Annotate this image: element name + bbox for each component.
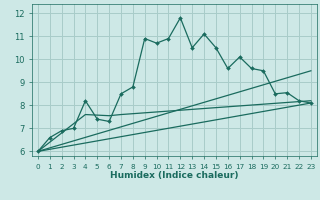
X-axis label: Humidex (Indice chaleur): Humidex (Indice chaleur) [110,171,239,180]
